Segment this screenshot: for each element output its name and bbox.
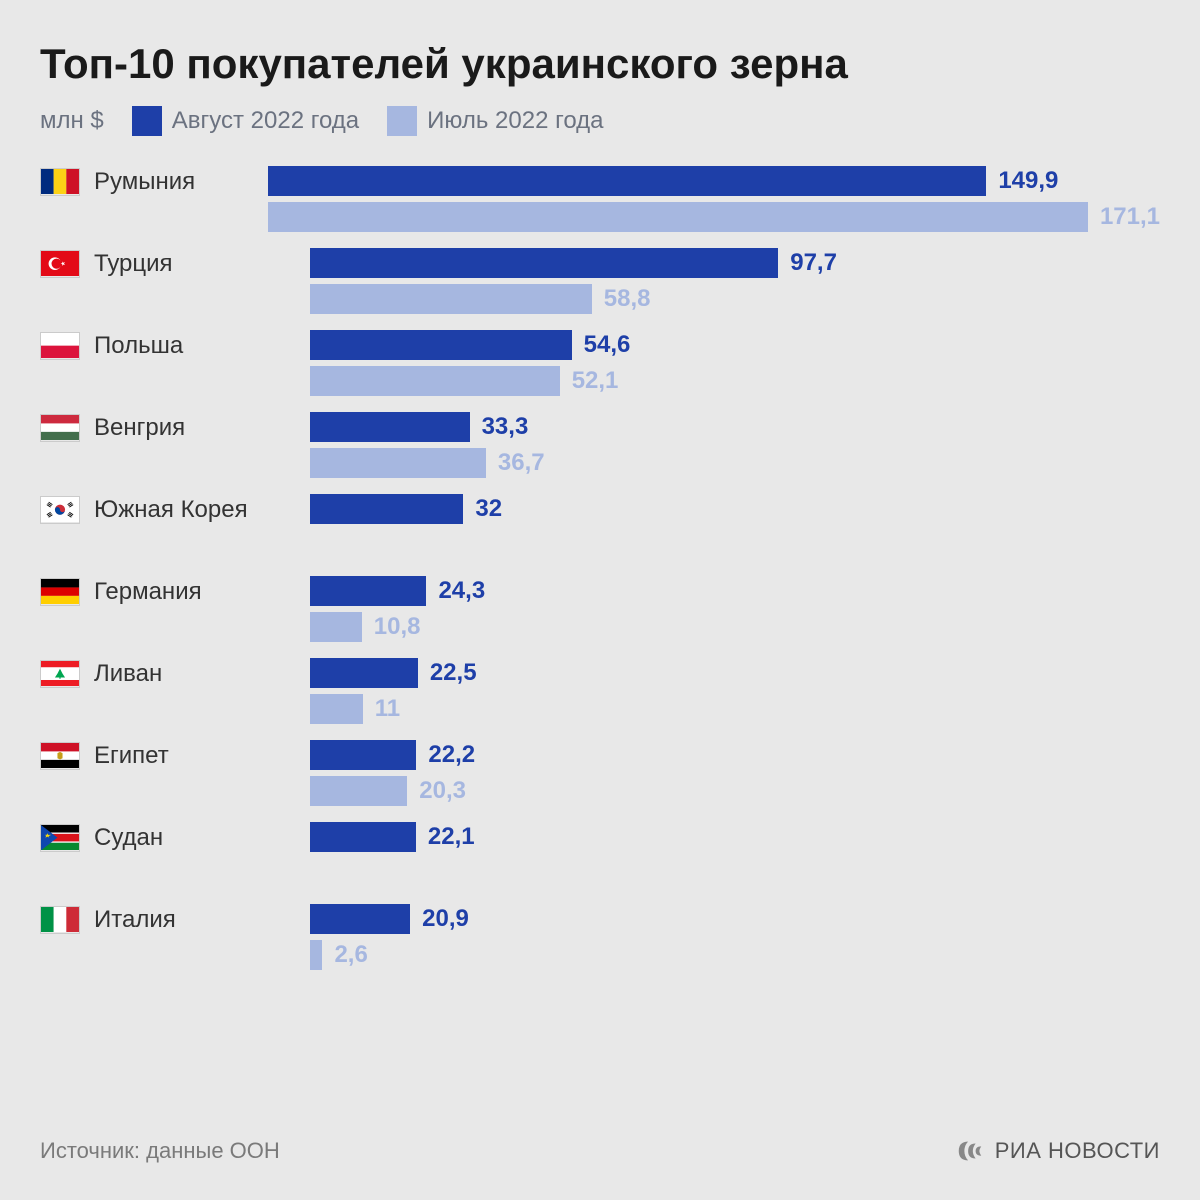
bar-august <box>310 740 416 770</box>
legend-swatch-a <box>132 106 162 136</box>
value-july: 11 <box>375 695 400 723</box>
value-july: 36,7 <box>498 449 545 477</box>
legend-item-july: Июль 2022 года <box>387 106 603 136</box>
value-august: 54,6 <box>584 331 631 359</box>
bar-august <box>310 330 572 360</box>
footer: Источник: данные ООН РИА НОВОСТИ <box>40 1136 1160 1166</box>
country-label: Германия <box>94 578 202 606</box>
bar-august <box>310 904 410 934</box>
flag-icon <box>40 496 80 524</box>
bar-august <box>310 248 778 278</box>
country-label: Италия <box>94 906 176 934</box>
country-label: Ливан <box>94 660 162 688</box>
flag-icon <box>40 824 80 852</box>
chart-row: Турция 97,7 58,8 <box>40 248 1160 314</box>
value-august: 149,9 <box>998 167 1058 195</box>
bar-august <box>310 822 416 852</box>
flag-icon <box>40 578 80 606</box>
value-august: 32 <box>475 495 502 523</box>
bar-august <box>268 166 986 196</box>
bar-july <box>310 612 362 642</box>
chart-row: Германия 24,3 10,8 <box>40 576 1160 642</box>
bar-chart: Румыния 149,9 171,1 Турция 97,7 58,8 Польша 54,… <box>40 166 1160 970</box>
value-july: 10,8 <box>374 613 421 641</box>
brand-icon <box>955 1136 985 1166</box>
chart-row: Румыния 149,9 171,1 <box>40 166 1160 232</box>
value-july: 2,6 <box>334 941 367 969</box>
brand: РИА НОВОСТИ <box>955 1136 1160 1166</box>
chart-row: Польша 54,6 52,1 <box>40 330 1160 396</box>
chart-row: Судан 22,1 <box>40 822 1160 888</box>
country-label: Судан <box>94 824 163 852</box>
value-august: 24,3 <box>438 577 485 605</box>
value-july: 171,1 <box>1100 203 1160 231</box>
legend-label-b: Июль 2022 года <box>427 107 603 135</box>
bar-august <box>310 412 470 442</box>
bar-july <box>310 940 322 970</box>
legend-label-a: Август 2022 года <box>172 107 359 135</box>
flag-icon <box>40 332 80 360</box>
source-text: Источник: данные ООН <box>40 1138 280 1164</box>
bar-august <box>310 658 418 688</box>
bar-july <box>268 202 1088 232</box>
country-label: Венгрия <box>94 414 185 442</box>
bar-july <box>310 694 363 724</box>
bar-july <box>310 284 592 314</box>
flag-icon <box>40 906 80 934</box>
value-july: 20,3 <box>419 777 466 805</box>
legend-item-august: Август 2022 года <box>132 106 359 136</box>
country-label: Турция <box>94 250 173 278</box>
chart-row: Ливан 22,5 11 <box>40 658 1160 724</box>
chart-row: Италия 20,9 2,6 <box>40 904 1160 970</box>
flag-icon <box>40 660 80 688</box>
value-august: 22,2 <box>428 741 475 769</box>
value-august: 22,5 <box>430 659 477 687</box>
legend-swatch-b <box>387 106 417 136</box>
value-august: 22,1 <box>428 823 475 851</box>
value-july: 52,1 <box>572 367 619 395</box>
chart-row: Египет 22,2 20,3 <box>40 740 1160 806</box>
flag-icon <box>40 250 80 278</box>
value-august: 20,9 <box>422 905 469 933</box>
country-label: Польша <box>94 332 183 360</box>
flag-icon <box>40 742 80 770</box>
chart-row: Южная Корея 32 <box>40 494 1160 560</box>
bar-july <box>310 776 407 806</box>
country-label: Южная Корея <box>94 496 248 524</box>
bar-august <box>310 576 426 606</box>
bar-july <box>310 366 560 396</box>
value-august: 97,7 <box>790 249 837 277</box>
unit-label: млн $ <box>40 107 104 135</box>
chart-row: Венгрия 33,3 36,7 <box>40 412 1160 478</box>
chart-title: Топ-10 покупателей украинского зерна <box>40 40 1160 88</box>
legend: млн $ Август 2022 года Июль 2022 года <box>40 106 1160 136</box>
value-august: 33,3 <box>482 413 529 441</box>
brand-text: РИА НОВОСТИ <box>995 1138 1160 1164</box>
flag-icon <box>40 414 80 442</box>
country-label: Румыния <box>94 168 195 196</box>
bar-july <box>310 448 486 478</box>
country-label: Египет <box>94 742 169 770</box>
bar-august <box>310 494 463 524</box>
flag-icon <box>40 168 80 196</box>
value-july: 58,8 <box>604 285 651 313</box>
